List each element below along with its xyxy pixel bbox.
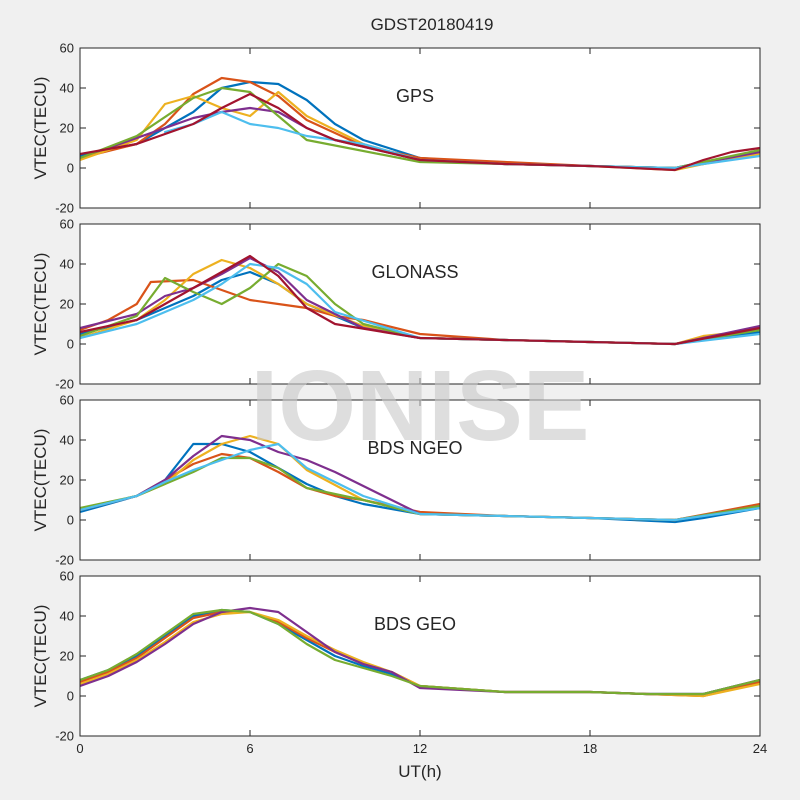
- plot-area: [80, 576, 760, 736]
- panel-title: GPS: [396, 86, 434, 106]
- x-tick-label: 24: [753, 741, 767, 756]
- y-axis-label: VTEC(TECU): [31, 605, 50, 708]
- y-tick-label: 20: [60, 473, 74, 488]
- panel-title: GLONASS: [371, 262, 458, 282]
- x-tick-label: 12: [413, 741, 427, 756]
- y-tick-label: -20: [55, 377, 74, 392]
- series-line: [80, 442, 760, 522]
- y-axis-label: VTEC(TECU): [31, 429, 50, 532]
- y-tick-label: 60: [60, 393, 74, 408]
- y-tick-label: -20: [55, 729, 74, 744]
- series-group: [80, 434, 760, 524]
- plot-area: [80, 400, 760, 560]
- y-axis-label: VTEC(TECU): [31, 77, 50, 180]
- series-group: [80, 76, 760, 172]
- y-tick-label: 60: [60, 41, 74, 56]
- y-tick-label: 40: [60, 609, 74, 624]
- y-tick-label: 40: [60, 81, 74, 96]
- y-tick-label: 60: [60, 217, 74, 232]
- y-tick-label: 0: [67, 337, 74, 352]
- y-tick-label: 20: [60, 649, 74, 664]
- series-line: [80, 254, 760, 346]
- panel-2: -20 0 20 40 60 VTEC(TECU) BDS NGEO: [31, 393, 761, 568]
- x-axis-label: UT(h): [398, 762, 441, 781]
- y-tick-label: 40: [60, 257, 74, 272]
- y-tick-label: 20: [60, 121, 74, 136]
- series-group: [80, 254, 760, 346]
- y-axis-label: VTEC(TECU): [31, 253, 50, 356]
- plot-area: [80, 48, 760, 208]
- x-tick-label: 18: [583, 741, 597, 756]
- y-tick-label: 0: [67, 513, 74, 528]
- series-line: [80, 92, 760, 172]
- y-tick-label: -20: [55, 553, 74, 568]
- panel-title: BDS NGEO: [367, 438, 462, 458]
- y-tick-label: 60: [60, 569, 74, 584]
- figure-title: GDST20180419: [371, 15, 494, 34]
- plot-area: [80, 224, 760, 384]
- x-tick-label: 0: [76, 741, 83, 756]
- y-tick-label: 0: [67, 689, 74, 704]
- panel-1: -20 0 20 40 60 VTEC(TECU) GLONASS: [31, 217, 761, 392]
- x-tick-label: 6: [246, 741, 253, 756]
- watermark: IONISE: [251, 350, 590, 462]
- panel-0: -20 0 20 40 60 VTEC(TECU) GPS: [31, 41, 761, 216]
- series-group: [80, 606, 760, 698]
- y-tick-label: 0: [67, 161, 74, 176]
- y-tick-label: -20: [55, 201, 74, 216]
- y-tick-label: 40: [60, 433, 74, 448]
- panel-title: BDS GEO: [374, 614, 456, 634]
- series-line: [80, 608, 760, 696]
- y-tick-label: 20: [60, 297, 74, 312]
